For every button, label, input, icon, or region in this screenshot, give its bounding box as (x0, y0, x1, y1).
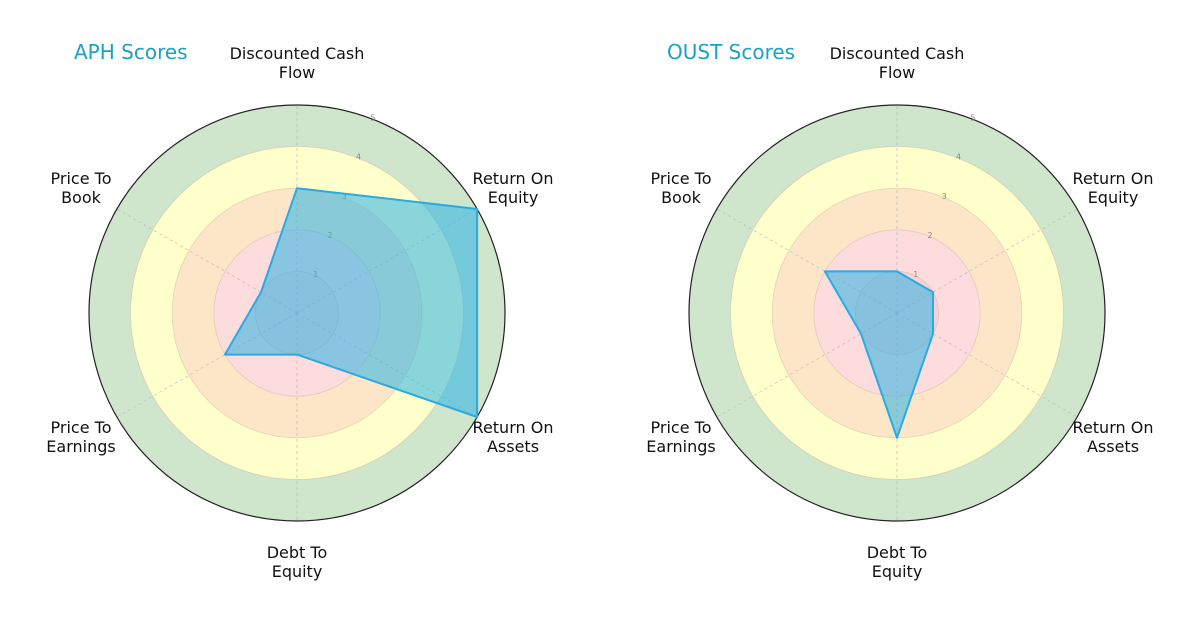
oust-chart-title: OUST Scores (667, 40, 796, 64)
axis-label-roa: Return On Assets (472, 418, 554, 456)
spoke-line (116, 208, 298, 314)
r-tick-label: 2 (928, 231, 933, 240)
axis-label-pte: Price To Earnings (46, 418, 116, 456)
spoke-line (116, 312, 298, 418)
r-tick-label: 4 (356, 153, 361, 162)
r-tick-label: 5 (370, 114, 375, 123)
oust-radar-chart: 1 2 3 4 5 (688, 104, 1106, 522)
axis-label-dte: Debt To Equity (866, 543, 928, 581)
axis-label-dcf: Discounted Cash Flow (829, 44, 965, 82)
r-tick-label: 1 (913, 270, 918, 279)
axis-label-ptb: Price To Book (50, 169, 112, 207)
axis-label-ptb: Price To Book (650, 169, 712, 207)
axis-label-pte: Price To Earnings (646, 418, 716, 456)
axis-label-roe: Return On Equity (1072, 169, 1154, 207)
spoke-line (896, 312, 1078, 418)
axis-label-roe: Return On Equity (472, 169, 554, 207)
r-tick-label: 4 (956, 153, 961, 162)
axis-label-dte: Debt To Equity (266, 543, 328, 581)
spoke-line (716, 208, 898, 314)
spoke-line (896, 208, 1078, 314)
axis-label-roa: Return On Assets (1072, 418, 1154, 456)
aph-chart-title: APH Scores (74, 40, 188, 64)
r-tick-label: 5 (970, 114, 975, 123)
axis-label-dcf: Discounted Cash Flow (229, 44, 365, 82)
oust-radar-panel: 1 2 3 4 5 OUST Scores Discounted Cash Flow R… (600, 0, 1200, 625)
spoke-line (716, 312, 898, 418)
score-polygon (223, 187, 479, 418)
score-polygon (823, 270, 934, 439)
r-tick-label: 3 (942, 192, 947, 201)
